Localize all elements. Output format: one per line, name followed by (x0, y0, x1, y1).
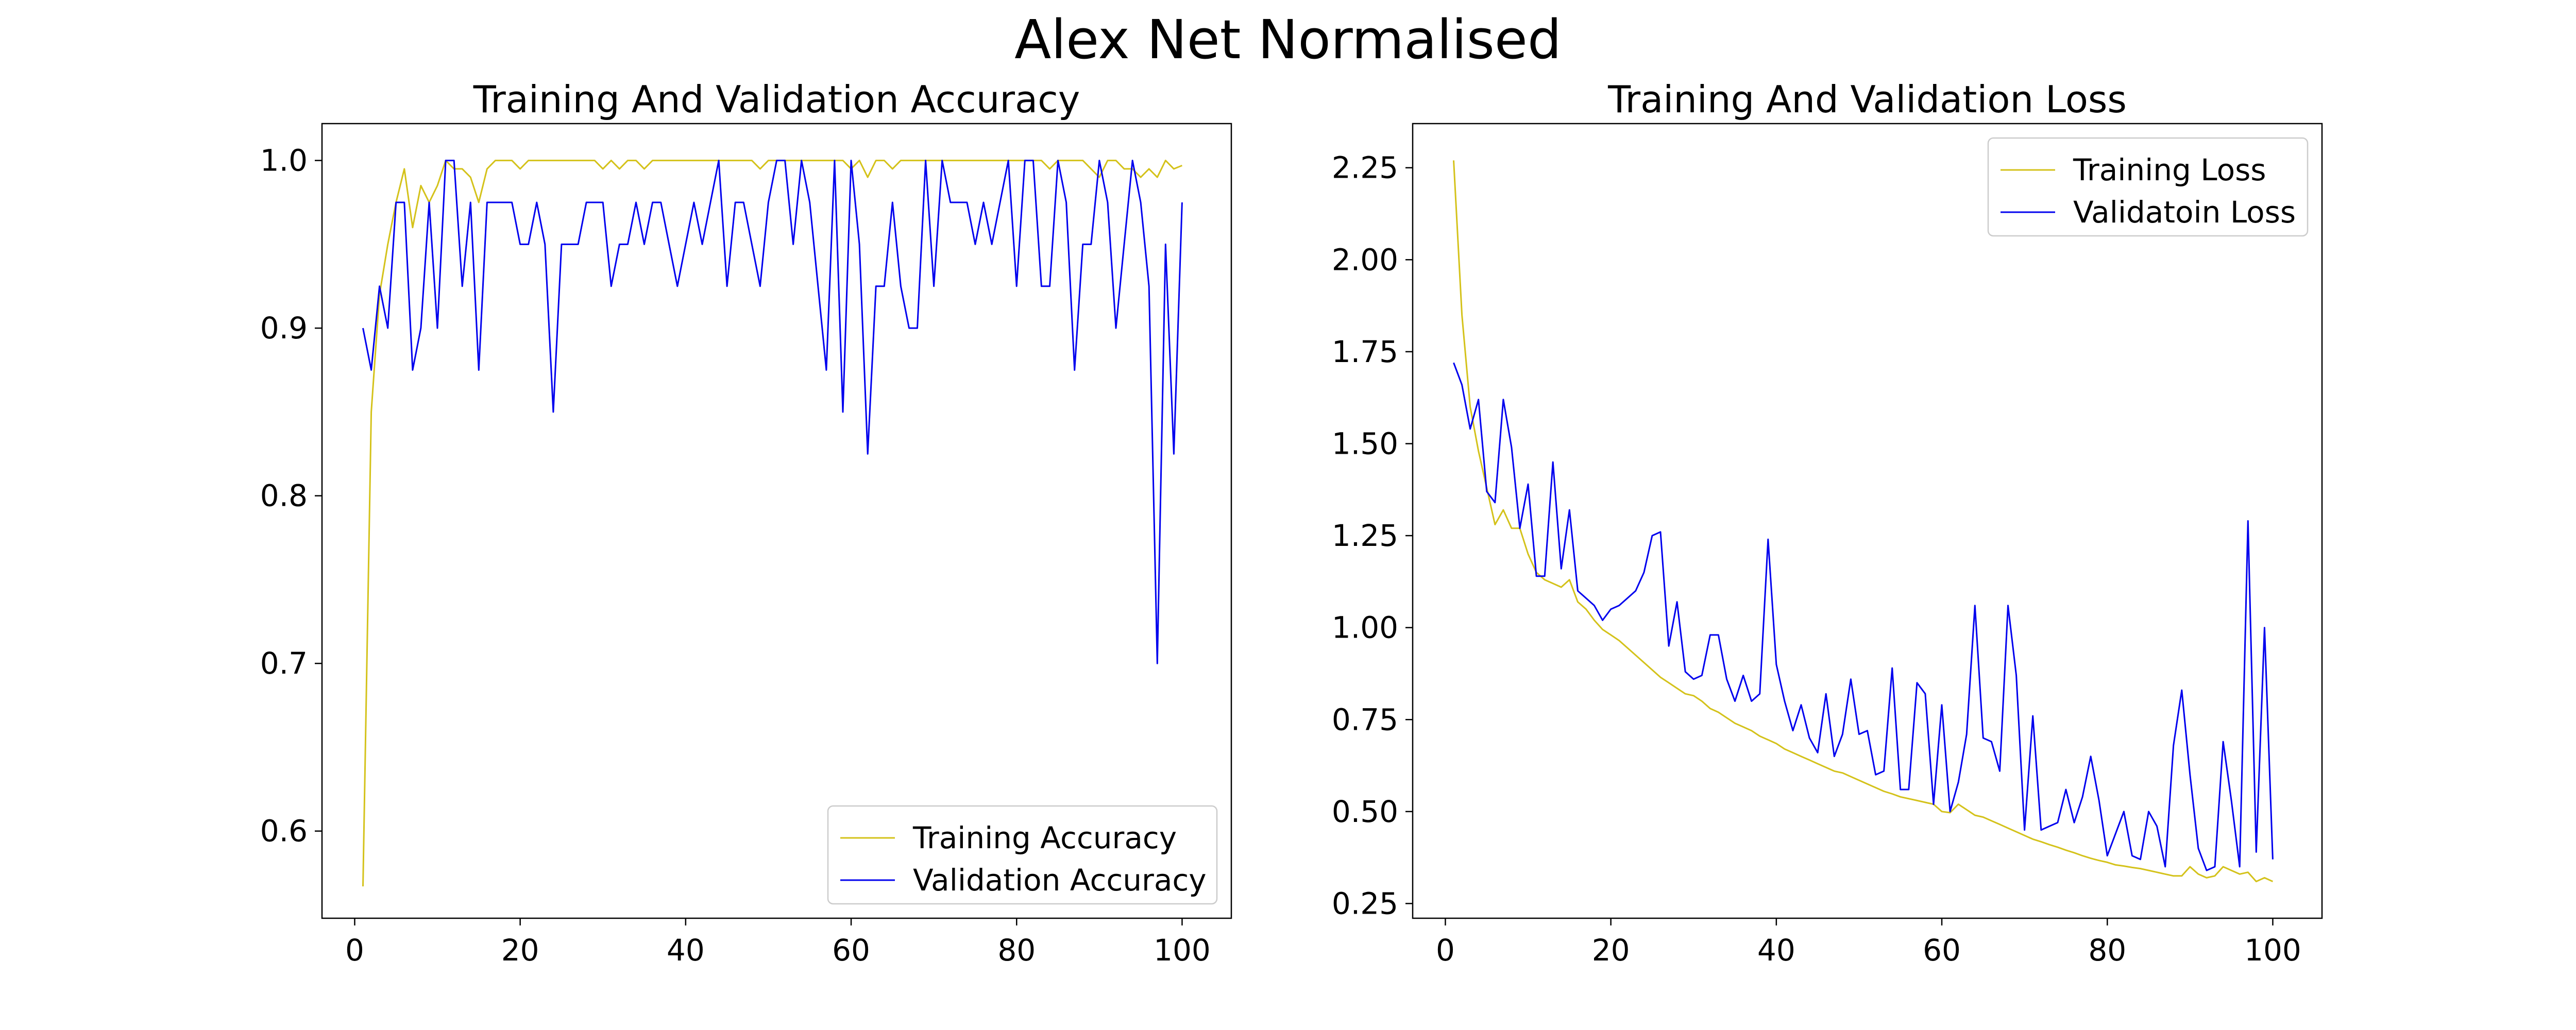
x-tick-label: 100 (1154, 933, 1211, 968)
series-line-validatoin-loss (1453, 362, 2274, 871)
series-line-training-accuracy (362, 160, 1182, 887)
y-tick-label: 1.75 (1332, 334, 1398, 369)
legend-label: Validation Accuracy (913, 863, 1207, 898)
legend-label: Training Loss (2073, 152, 2266, 187)
y-tick-label: 2.25 (1332, 150, 1398, 185)
x-tick-label: 0 (345, 933, 364, 968)
x-tick-label: 40 (1757, 933, 1795, 968)
chart-title: Training And Validation Accuracy (473, 78, 1080, 121)
x-tick-label: 80 (2088, 933, 2126, 968)
y-tick-label: 1.00 (1332, 610, 1398, 645)
legend: Training Loss Validatoin Loss (1987, 137, 2309, 237)
x-tick-label: 20 (501, 933, 539, 968)
y-tick-label: 0.7 (260, 646, 308, 681)
x-tick-label: 80 (997, 933, 1036, 968)
x-tick-label: 100 (2244, 933, 2301, 968)
loss-chart: Training And Validation Loss 0 20 40 60 80 100… (1332, 78, 2323, 968)
legend-label: Validatoin Loss (2073, 195, 2296, 230)
legend-label: Training Accuracy (912, 820, 1177, 855)
legend: Training Accuracy Validation Accuracy (827, 805, 1218, 905)
plot-frame (321, 123, 1232, 919)
x-tick-label: 60 (1923, 933, 1961, 968)
y-tick-label: 0.50 (1332, 794, 1398, 829)
y-tick-label: 2.00 (1332, 242, 1398, 277)
y-tick-label: 0.75 (1332, 702, 1398, 737)
y-tick-label: 0.6 (260, 814, 308, 849)
y-tick-label: 1.0 (260, 143, 308, 178)
y-tick-label: 1.50 (1332, 426, 1398, 461)
x-tick-label: 40 (667, 933, 705, 968)
figure-title: Alex Net Normalised (1014, 8, 1562, 71)
x-tick-label: 60 (832, 933, 870, 968)
legend-box (1987, 137, 2309, 237)
chart-title: Training And Validation Loss (1607, 78, 2127, 121)
series-line-validation-accuracy (362, 160, 1183, 664)
series-line-training-loss (1453, 160, 2274, 883)
y-tick-label: 0.8 (260, 478, 308, 513)
x-tick-label: 0 (1436, 933, 1455, 968)
accuracy-chart: Training And Validation Accuracy 0 20 40 60 8… (260, 78, 1232, 968)
plot-frame (1412, 123, 2323, 919)
y-tick-label: 1.25 (1332, 518, 1398, 553)
y-tick-label: 0.9 (260, 311, 308, 346)
y-tick-label: 0.25 (1332, 886, 1398, 921)
legend-box (827, 805, 1218, 905)
x-tick-label: 20 (1592, 933, 1630, 968)
